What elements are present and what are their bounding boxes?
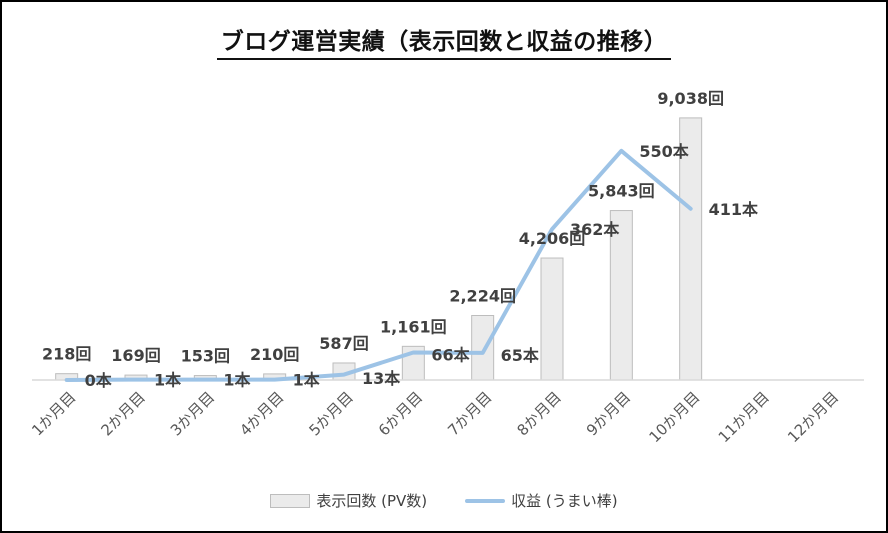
bar-label-5: 587回 <box>319 334 368 353</box>
x-tick-label-9: 9か月目 <box>583 388 634 439</box>
x-tick-label-7: 7か月目 <box>444 388 495 439</box>
bar-label-2: 169回 <box>111 346 160 365</box>
x-tick-label-12: 12か月目 <box>784 388 842 446</box>
line-revenue <box>64 148 693 382</box>
line-label-8: 362本 <box>570 220 619 239</box>
bar-label-7: 2,224回 <box>449 287 516 306</box>
line-label-3: 1本 <box>223 371 250 390</box>
line-label-4: 1本 <box>293 371 320 390</box>
legend-label-pv: 表示回数 (PV数) <box>316 492 428 510</box>
legend-swatch-line <box>465 498 506 503</box>
bar-label-10: 9,038回 <box>657 89 724 108</box>
line-label-2: 1本 <box>154 371 181 390</box>
bar-label-6: 1,161回 <box>380 317 447 336</box>
legend: 表示回数 (PV数) 収益 (うまい棒) <box>0 490 888 511</box>
legend-item-pv: 表示回数 (PV数) <box>270 490 427 511</box>
legend-item-revenue: 収益 (うまい棒) <box>465 490 618 511</box>
bar-label-4: 210回 <box>250 345 299 364</box>
x-tick-label-4: 4か月目 <box>236 388 287 439</box>
x-tick-label-10: 10か月目 <box>645 388 703 446</box>
x-tick-label-1: 1か月目 <box>28 388 79 439</box>
x-tick-label-2: 2か月目 <box>98 388 149 439</box>
x-tick-label-3: 3か月目 <box>167 388 218 439</box>
chart-title: ブログ運営実績（表示回数と収益の推移） <box>216 22 672 60</box>
line-label-10: 411本 <box>709 200 758 219</box>
line-label-6: 66本 <box>431 346 469 365</box>
legend-swatch-bar <box>270 493 311 508</box>
bar-label-3: 153回 <box>181 347 230 366</box>
x-tick-label-11: 11か月目 <box>715 388 773 446</box>
line-label-9: 550本 <box>639 142 688 161</box>
bar-pv-8 <box>540 257 564 381</box>
bar-pv-7 <box>471 315 495 381</box>
chart-title-wrap: ブログ運営実績（表示回数と収益の推移） <box>0 22 888 60</box>
x-tick-label-5: 5か月目 <box>306 388 357 439</box>
legend-label-revenue: 収益 (うまい棒) <box>511 492 618 510</box>
bar-label-9: 5,843回 <box>588 182 655 201</box>
line-label-7: 65本 <box>501 346 539 365</box>
x-tick-label-8: 8か月目 <box>514 388 565 439</box>
bar-label-8: 4,206回 <box>519 229 586 248</box>
line-label-1: 0本 <box>85 371 112 390</box>
line-label-5: 13本 <box>362 369 400 388</box>
x-tick-label-6: 6か月目 <box>375 388 426 439</box>
bar-label-1: 218回 <box>42 345 91 364</box>
